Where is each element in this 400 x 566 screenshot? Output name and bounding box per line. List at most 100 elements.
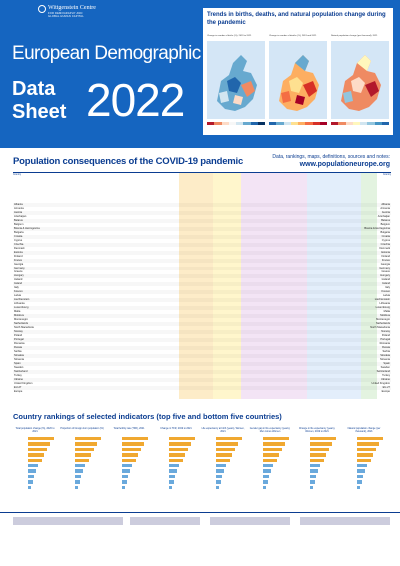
row-country: Russia [14,345,22,349]
table-row: Italy Italy [13,286,391,290]
row-country-right: Czechia [380,242,390,246]
ranking-bar [263,453,279,457]
table-row: Bosnia & Herzegovina Bosnia & Herzegovina [13,227,391,231]
footer-design [130,517,200,525]
ranking-bar [28,437,54,441]
ranking-caption: Change in TFR, 2019 to 2021 [160,427,192,430]
ranking-bar [310,485,313,489]
row-country: Slovakia [14,353,24,357]
ranking-row [154,436,198,441]
ranking-bar [28,463,38,468]
row-country-right: Malta [383,310,390,314]
ranking-row [248,452,292,457]
ranking-row [107,468,151,473]
row-country-right: Bosnia & Herzegovina [364,226,390,230]
table-row: Croatia Croatia [13,235,391,239]
ranking-row [13,485,57,490]
map-image-deaths [269,41,327,119]
covid-data-table: Country Country Albania Albania Armenia Arm… [13,172,391,399]
row-country-right: North Macedonia [370,326,390,330]
rankings-title: Country rankings of selected indicators … [13,412,282,421]
row-country: EU-27 [14,385,22,389]
row-country-right: Netherlands [376,322,390,326]
ranking-bar [122,469,130,473]
ranking-bar [263,480,268,484]
table-row: Cyprus Cyprus [13,239,391,243]
row-country-right: Slovenia [380,357,390,361]
row-country-right: Europe [381,389,390,393]
ranking-bar [122,447,141,452]
row-country: Azerbaijan [14,214,27,218]
ranking-bar [169,463,179,468]
table-row: Luxembourg Luxembourg [13,306,391,310]
legend-births [207,122,265,125]
ranking-bar [310,453,326,457]
covid-title: Population consequences of the COVID-19 … [13,156,244,167]
table-row: Bulgaria Bulgaria [13,231,391,235]
ranking-bar [169,447,188,452]
table-row: Armenia Armenia [13,207,391,211]
table-row: Azerbaijan Azerbaijan [13,215,391,219]
header-banner: Wittgenstein Centre FOR DEMOGRAPHY AND G… [0,0,400,148]
row-country: Estonia [14,250,23,254]
row-country: Netherlands [14,322,28,326]
row-country-right: Kosovo [381,290,390,294]
table-row: Iceland Iceland [13,278,391,282]
footer-suggested-citation [210,517,290,525]
row-country-right: Romania [379,341,390,345]
ranking-bar [310,474,316,479]
title-sheet: Sheet [12,101,67,123]
ranking-bar [357,474,363,479]
ranking-row [154,485,198,490]
table-row: Netherlands Netherlands [13,322,391,326]
ranking-row [201,474,245,479]
ranking-bar [28,447,47,452]
map-image-births [207,41,265,119]
row-country: Serbia [14,349,22,353]
ranking-row [13,474,57,479]
ranking-row [13,458,57,463]
ranking-bar [357,437,383,441]
row-country: Finland [14,254,23,258]
row-country-right: Estonia [381,250,390,254]
table-row: Germany Germany [13,267,391,271]
covid-website-link[interactable]: www.populationeurope.org [299,161,390,168]
row-country: Denmark [14,246,25,250]
table-row: Spain Spain [13,362,391,366]
row-country-right: Austria [381,210,390,214]
table-row: Denmark Denmark [13,247,391,251]
ranking-row [154,463,198,468]
map-natural-change: Natural population change (per thousand)… [331,35,389,133]
ranking-panel: Total population change (%), 2020 to 202… [13,427,57,510]
table-row: Portugal Portugal [13,338,391,342]
row-country-right: Poland [381,333,390,337]
map-births: Change in number of births (%), 2019 to … [207,35,265,133]
table-row: Slovenia Slovenia [13,358,391,362]
ranking-row [295,485,339,490]
table-row: Norway Norway [13,330,391,334]
ranking-row [60,458,104,463]
row-country-right: Denmark [379,246,390,250]
ranking-row [342,441,386,446]
table-row: Romania Romania [13,342,391,346]
ranking-row [154,468,198,473]
wittgenstein-logo: Wittgenstein Centre FOR DEMOGRAPHY AND G… [38,5,140,18]
ranking-bar [263,458,277,462]
row-country: Montenegro [14,318,28,322]
ranking-bar [169,437,195,441]
row-country-right: United Kingdom [371,381,390,385]
row-country: North Macedonia [14,326,34,330]
ranking-row [13,447,57,452]
ranking-row [60,436,104,441]
ranking-bar [169,485,172,489]
ranking-row [154,479,198,484]
ranking-row [13,436,57,441]
row-country: Portugal [14,337,24,341]
ranking-bar [28,442,50,446]
table-row: France France [13,259,391,263]
ranking-row [107,458,151,463]
table-row: Moldova Moldova [13,314,391,318]
row-country-right: Montenegro [376,318,390,322]
row-country: Kosovo [14,290,23,294]
table-row: Ukraine Ukraine [13,378,391,382]
